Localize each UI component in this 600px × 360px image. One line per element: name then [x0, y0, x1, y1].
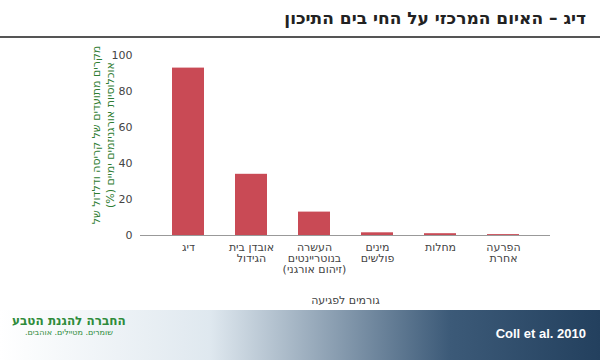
svg-text:דיג: דיג	[182, 241, 195, 254]
svg-text:0: 0	[126, 229, 133, 242]
svg-text:20: 20	[119, 193, 133, 206]
svg-text:100: 100	[112, 49, 133, 62]
html-text:דיג – האיום המרכזי על החי בים: דיג – האיום המרכזי על החי בים התיכון	[284, 8, 586, 28]
svg-text:60: 60	[119, 121, 133, 134]
html-text:Coll et al. 2010: Coll et al. 2010	[495, 326, 586, 341]
svg-text:40: 40	[119, 157, 133, 170]
svg-text:מיניםפולשים: מיניםפולשים	[361, 241, 395, 265]
html-text:מקרים מתועדים של קריסה ודלדול: מקרים מתועדים של קריסה ודלדול של אוכלוסי…	[90, 45, 117, 225]
svg-text:אובדן ביתהגידול: אובדן ביתהגידול	[229, 241, 274, 265]
svg-text:הפרעהאחרת: הפרעהאחרת	[486, 241, 520, 265]
svg-text:גורמים לפגיעה: גורמים לפגיעה	[311, 294, 380, 307]
svg-text:מחלות: מחלות	[425, 241, 456, 254]
html-text:החברה להגנת הטבע: החברה להגנת הטבע	[12, 314, 126, 328]
html-text:שומרים. מטיילים. אוהבים.: שומרים. מטיילים. אוהבים.	[25, 328, 113, 337]
svg-text:העשרהבנוטריינטים(זיהום אורגני): העשרהבנוטריינטים(זיהום אורגני)	[283, 241, 347, 276]
svg-text:80: 80	[119, 85, 133, 98]
